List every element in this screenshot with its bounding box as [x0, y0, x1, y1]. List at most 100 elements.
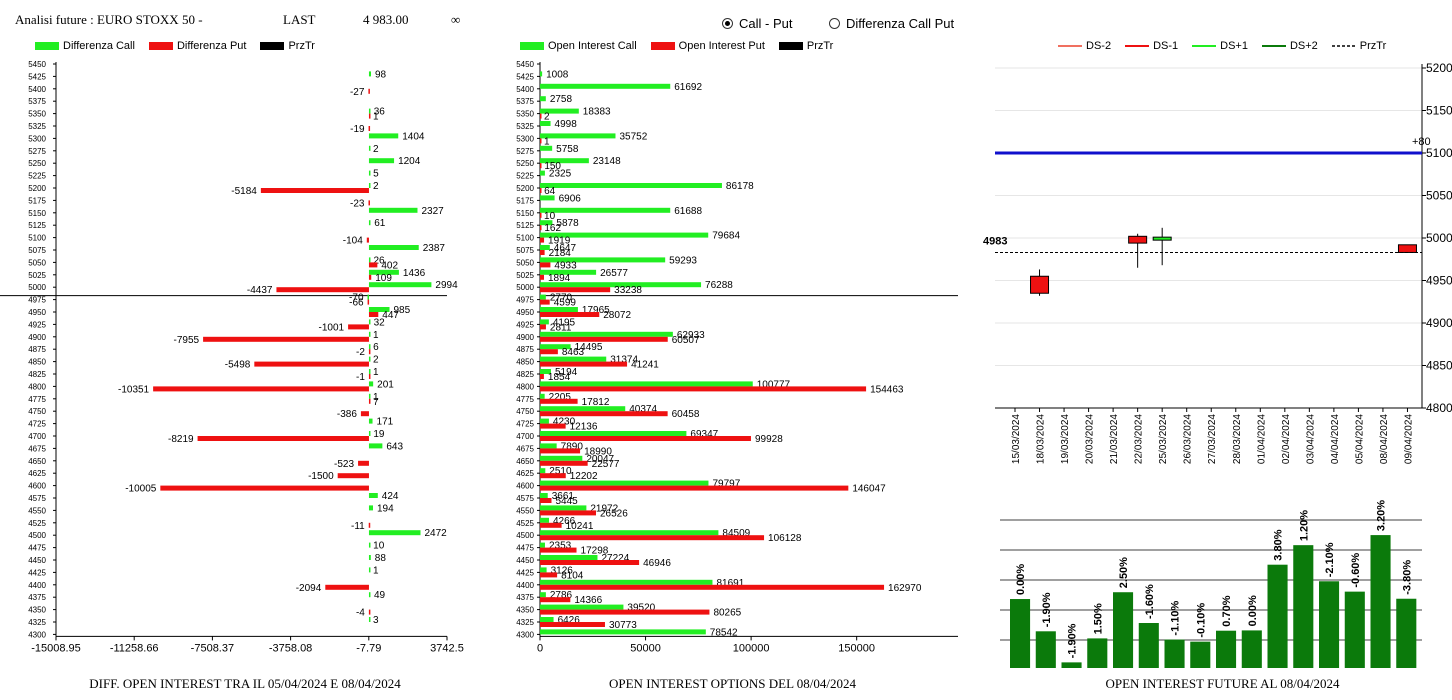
oi-change-bar [1164, 639, 1185, 668]
oi-call-label: 2770 [550, 293, 573, 304]
left-strike-label: 5300 [28, 134, 46, 143]
oi-put-bar [540, 336, 668, 342]
mid-strike-label: 4950 [516, 308, 534, 317]
oi-change-bar [1010, 599, 1031, 668]
oi-put-bar [540, 287, 611, 293]
diff-call-label: 2 [373, 181, 379, 192]
oi-put-bar [540, 398, 578, 404]
oi-change-label: 1.20% [1298, 510, 1310, 541]
mid-strike-label: 5400 [516, 85, 534, 94]
oi-put-label: 46946 [643, 558, 671, 569]
diff-put-bar [368, 113, 371, 119]
radio-call-put[interactable]: Call - Put [722, 16, 792, 31]
oi-change-label: -1.90% [1041, 592, 1053, 627]
mid-strike-label: 4350 [516, 606, 534, 615]
oi-put-bar [540, 535, 765, 541]
oi-call-label: 6426 [558, 615, 581, 626]
oi-change-bar [1319, 581, 1340, 668]
future-level-label: +80 [1412, 136, 1431, 148]
price-date-label: 25/03/2024 [1158, 414, 1169, 464]
diff-put-label: -1001 [319, 322, 345, 333]
oi-call-bar [540, 468, 546, 474]
diff-call-label: 61 [374, 218, 386, 229]
oi-call-bar [540, 245, 550, 250]
diff-call-label: 643 [386, 441, 403, 452]
oi-put-bar [540, 572, 558, 578]
diff-call-bar [368, 505, 374, 511]
oi-change-bar [1241, 630, 1262, 668]
oi-put-label: 146047 [852, 484, 886, 495]
oi-change-label: -1.90% [1067, 623, 1079, 658]
oi-call-bar [540, 96, 546, 102]
oi-put-bar [540, 448, 581, 454]
mid-strike-label: 4625 [516, 469, 534, 478]
legend-diff-call: Differenza Call [63, 40, 135, 52]
diff-call-bar [368, 530, 421, 536]
diff-put-bar [358, 460, 369, 466]
diff-call-bar [368, 356, 371, 362]
price-date-label: 03/04/2024 [1305, 414, 1316, 464]
diff-call-label: 1 [373, 330, 379, 341]
mid-strike-label: 4875 [516, 345, 534, 354]
price-date-label: 20/03/2024 [1085, 414, 1096, 464]
left-strike-label: 5050 [28, 258, 46, 267]
diff-call-label: 1 [373, 392, 379, 403]
radio-differenza-call-put[interactable]: Differenza Call Put [829, 16, 954, 31]
diff-call-bar [368, 220, 371, 226]
oi-call-bar [540, 418, 549, 424]
diff-call-label: 2 [373, 355, 379, 366]
oi-call-label: 79797 [712, 479, 740, 490]
oi-call-bar [540, 170, 545, 176]
oi-put-bar [540, 361, 628, 367]
oi-put-label: 12202 [570, 471, 598, 482]
oi-put-label: 162970 [888, 583, 922, 594]
oi-call-bar [540, 158, 589, 164]
oi-call-bar [540, 220, 553, 226]
mid-strike-label: 4300 [516, 630, 534, 639]
diff-call-bar [368, 183, 371, 188]
mid-strike-label: 4575 [516, 494, 534, 503]
legend-line-ds-1 [1125, 45, 1150, 47]
oi-call-bar [540, 108, 579, 114]
mid-strike-label: 5450 [516, 60, 534, 69]
price-date-label: 15/03/2024 [1011, 414, 1022, 464]
oi-put-label: 5445 [555, 496, 578, 507]
oi-put-label: 1919 [548, 236, 571, 247]
oi-call-label: 2325 [549, 169, 572, 180]
middle-caption: OPEN INTEREST OPTIONS DEL 08/04/2024 [609, 676, 856, 691]
oi-put-bar [540, 250, 545, 255]
oi-call-bar [540, 517, 550, 523]
diff-call-label: 985 [394, 305, 411, 316]
mid-strike-label: 5275 [516, 147, 534, 156]
legend-diff-put: Differenza Put [176, 40, 247, 52]
diff-put-label: 109 [375, 273, 392, 284]
legend-oi-call: Open Interest Call [548, 40, 637, 52]
radio-unselected-icon [829, 18, 840, 29]
oi-call-bar [540, 145, 553, 151]
diff-call-label: 6 [373, 342, 379, 353]
oi-call-label: 4230 [553, 417, 576, 428]
candle-body [1128, 235, 1148, 244]
diff-call-label: 98 [375, 69, 387, 80]
oi-put-label: 12136 [570, 422, 598, 433]
mid-strike-label: 4975 [516, 296, 534, 305]
oi-call-label: 3661 [552, 491, 575, 502]
oi-put-bar [540, 547, 577, 553]
oi-put-label: 4599 [554, 298, 577, 309]
diff-put-label: 447 [382, 310, 399, 321]
diff-put-label: -4437 [247, 285, 273, 296]
diff-call-label: 201 [377, 379, 394, 390]
left-strike-label: 4725 [28, 420, 46, 429]
left-strike-label: 5100 [28, 234, 46, 243]
oi-put-label: 30773 [609, 620, 637, 631]
oi-call-bar [540, 369, 551, 374]
oi-put-label: 1 [544, 136, 550, 147]
right-caption: OPEN INTEREST FUTURE AL 08/04/2024 [1105, 676, 1340, 691]
left-strike-label: 4675 [28, 444, 46, 453]
oi-put-bar [540, 498, 552, 503]
diff-put-bar [153, 386, 369, 392]
mid-strike-label: 4425 [516, 568, 534, 577]
diff-call-label: 19 [373, 429, 385, 440]
oi-call-bar [540, 542, 545, 548]
left-x-tick-label: -7.79 [356, 642, 381, 654]
